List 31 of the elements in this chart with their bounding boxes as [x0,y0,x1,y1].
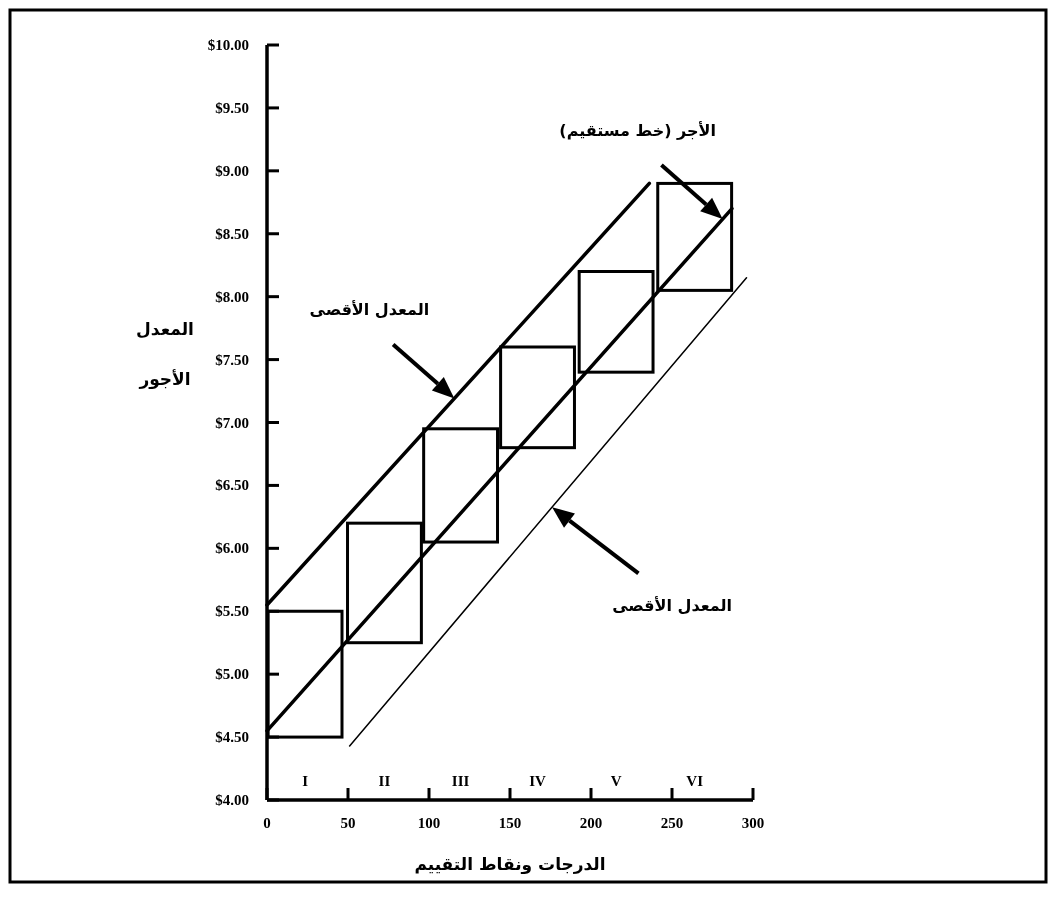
y-tick-label: $9.50 [215,99,249,116]
x-tick-label: 150 [498,815,522,831]
y-tick-label: $5.50 [215,603,249,620]
x-tick-label: 300 [741,815,765,831]
annotation: المعدل الأقصى [612,596,732,616]
y-tick-label: $4.50 [215,729,249,746]
x-tick-label: 100 [417,815,441,831]
annotation: IV [529,773,547,789]
y-tick-label: $6.00 [215,540,249,557]
y-tick-label: $9.00 [215,162,249,179]
annotation: VI [686,773,704,789]
y-tick-label: $10.00 [207,37,249,53]
x-axis-title: الدرجات ونقاط التقييم [414,854,606,875]
y-tick-label: $8.00 [215,288,249,305]
x-tick-label: 250 [660,815,684,831]
y-tick-label: $6.50 [215,477,249,494]
y-tick-label: $4.00 [215,792,249,808]
x-tick-label: 0 [263,815,271,831]
annotation: III [451,773,470,789]
x-tick-label: 200 [579,815,603,831]
y-tick-label: $7.00 [215,414,249,431]
y-tick-label: $8.50 [215,225,249,242]
annotation: V [610,773,622,789]
annotation: المعدل الأقصى [309,300,430,320]
x-tick-label: 50 [340,815,356,831]
y-tick-label: $7.50 [215,351,249,368]
annotation: I [302,773,309,789]
text: المعدل الأجور [136,319,194,389]
y-tick-label: $5.00 [215,666,249,683]
annotation: الأجر (خط مستقيم) [559,121,716,141]
annotation: II [378,773,391,789]
